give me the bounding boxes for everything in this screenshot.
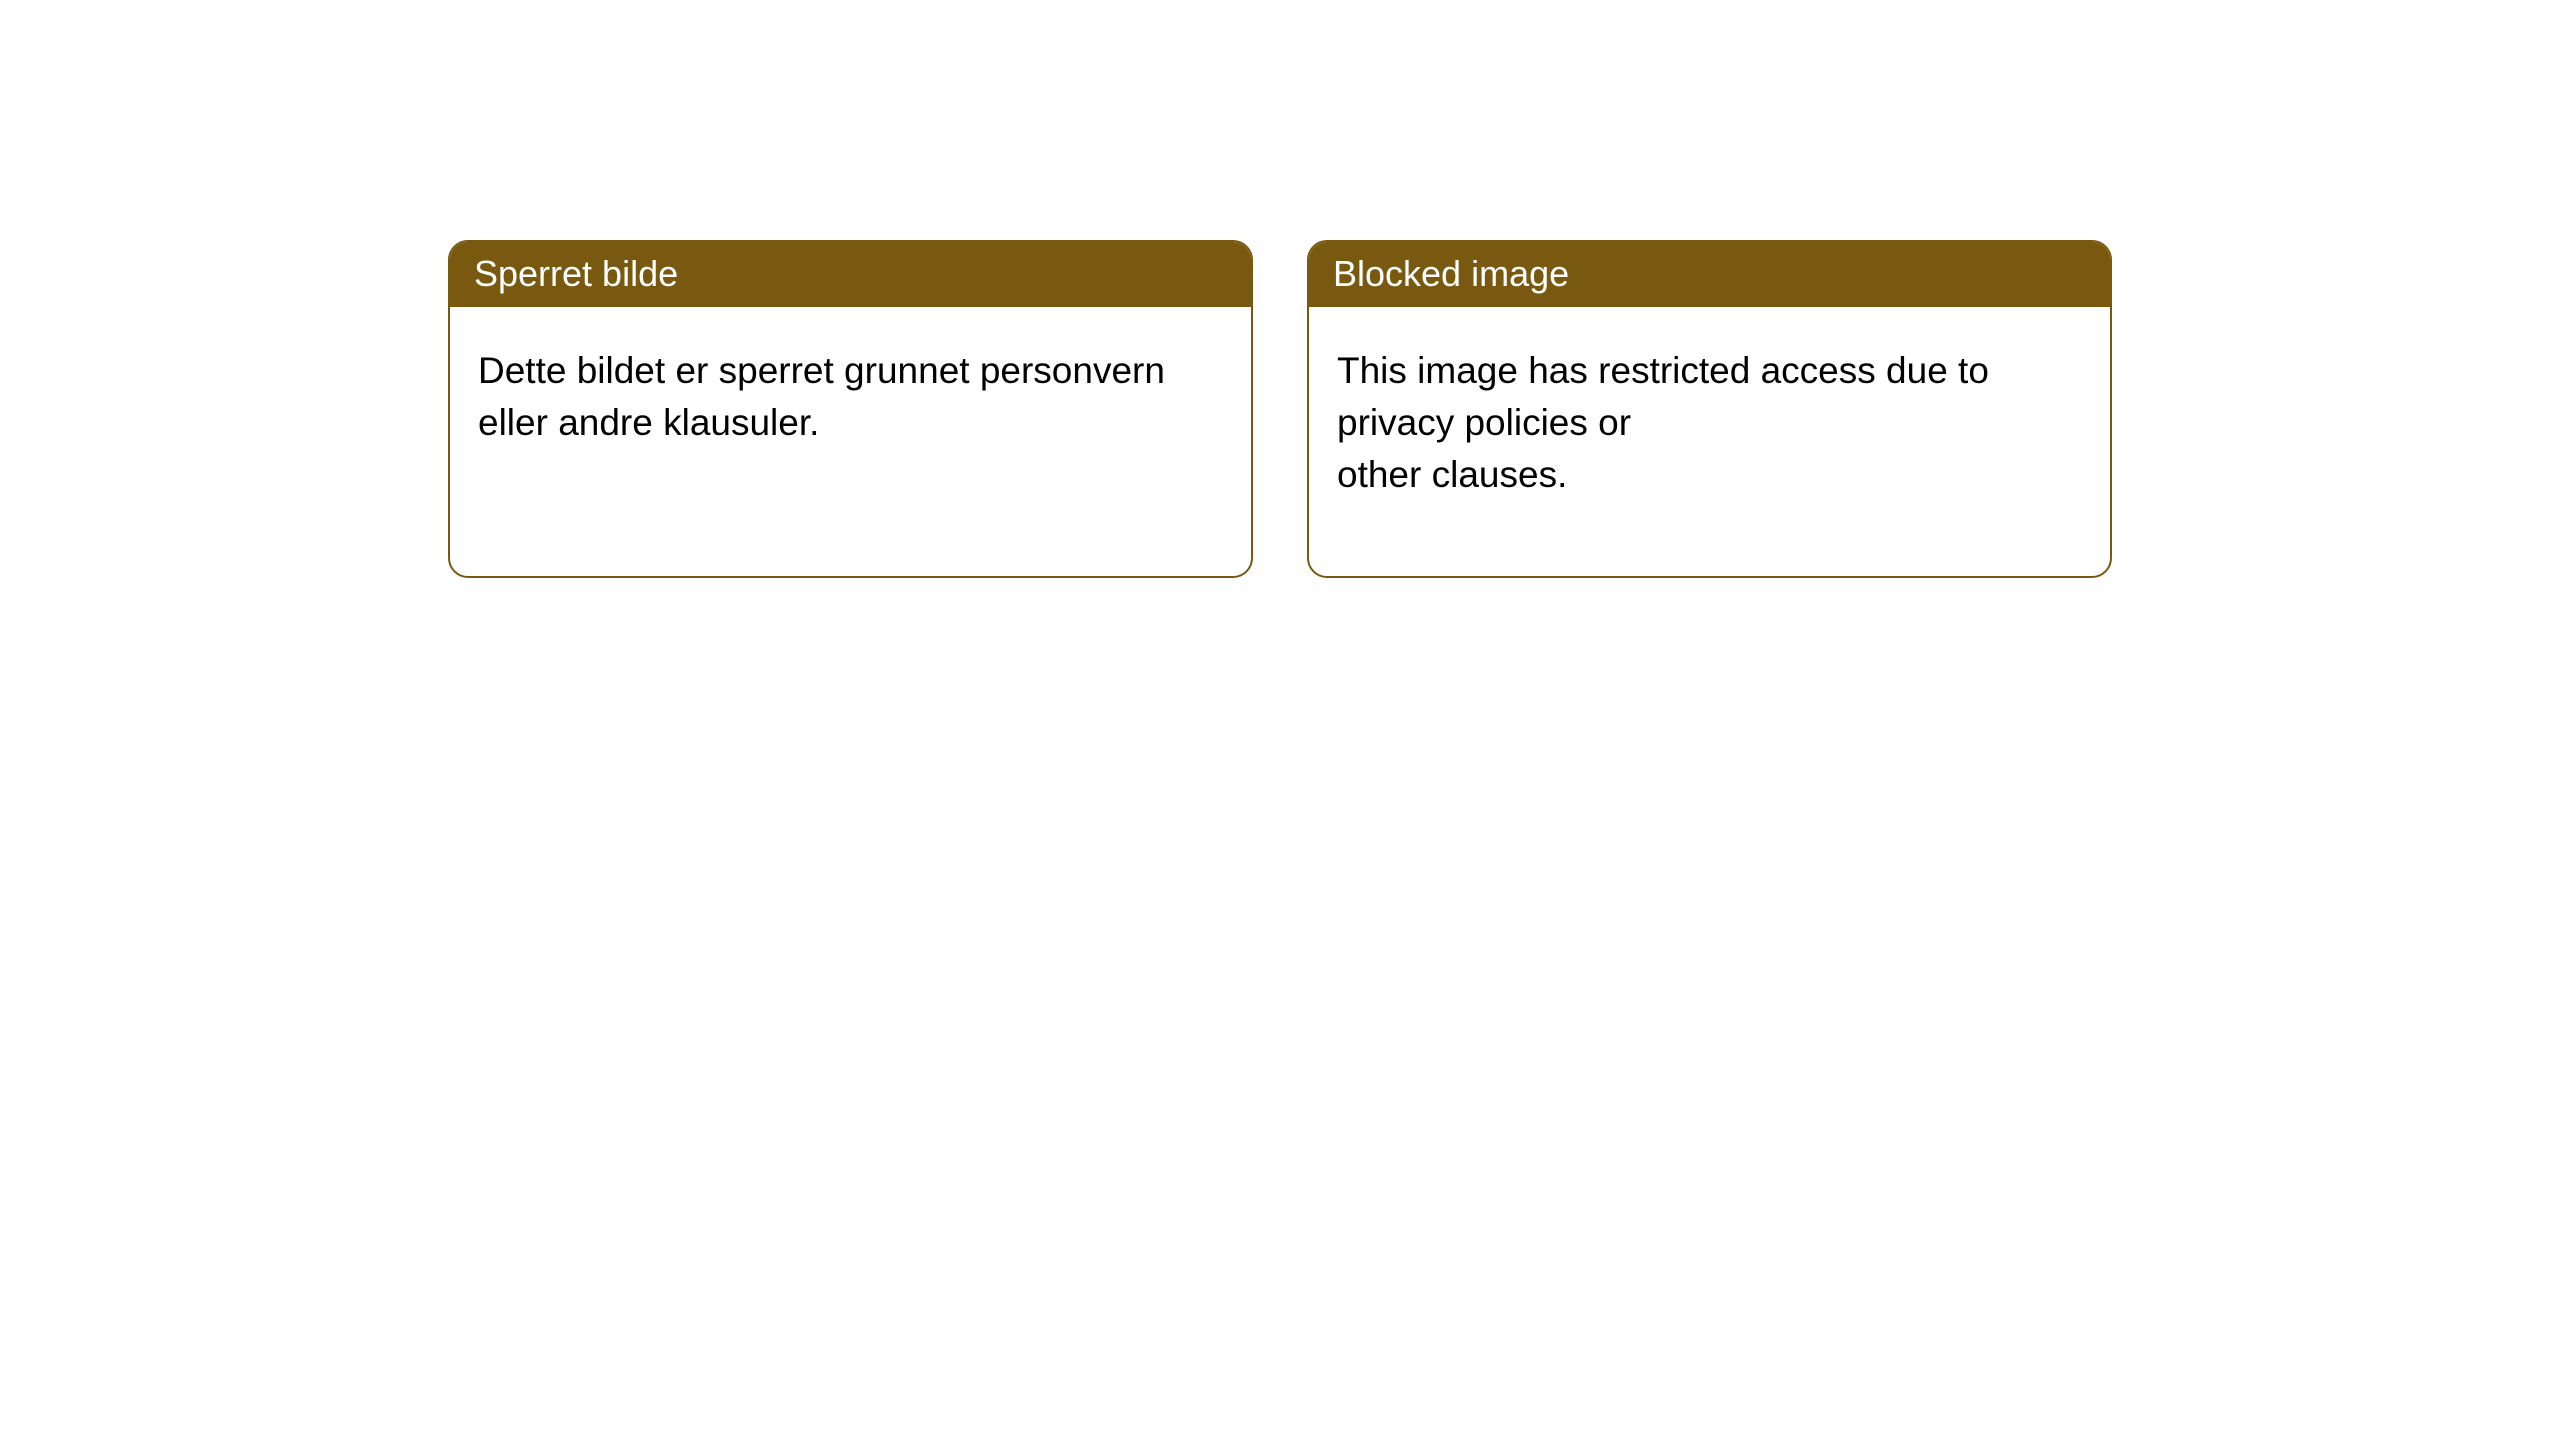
card-body-no: Dette bildet er sperret grunnet personve… (450, 307, 1251, 487)
blocked-image-card-en: Blocked image This image has restricted … (1307, 240, 2112, 578)
card-body-en: This image has restricted access due to … (1309, 307, 2110, 538)
card-header-en: Blocked image (1309, 242, 2110, 307)
card-header-no: Sperret bilde (450, 242, 1251, 307)
blocked-image-card-no: Sperret bilde Dette bildet er sperret gr… (448, 240, 1253, 578)
cards-container: Sperret bilde Dette bildet er sperret gr… (0, 0, 2560, 578)
